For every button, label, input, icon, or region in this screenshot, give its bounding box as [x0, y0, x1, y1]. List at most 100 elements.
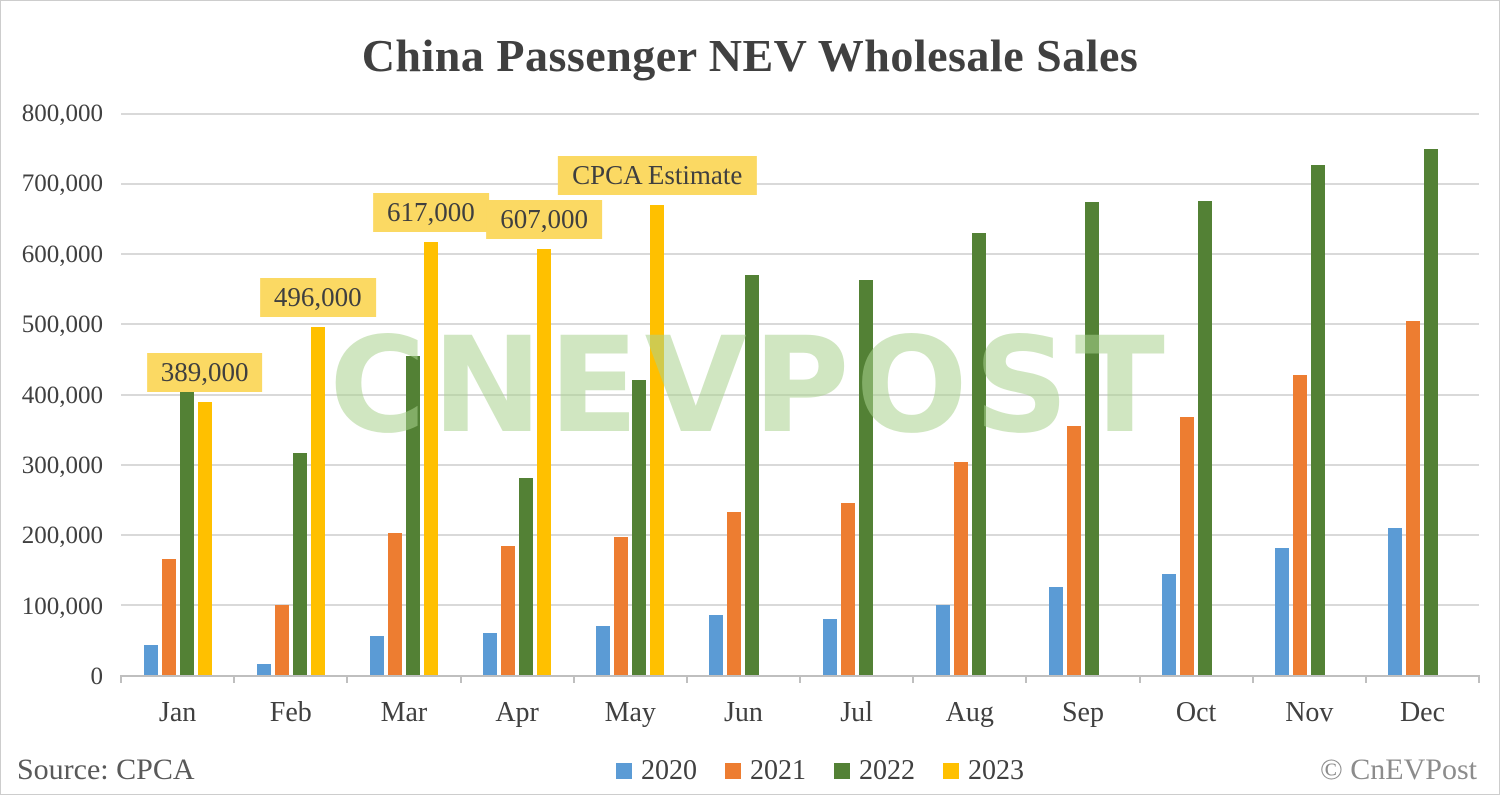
- bar-2022-oct: [1198, 200, 1213, 675]
- annotation-496-000: 496,000: [259, 278, 376, 318]
- bar-group-mar: [347, 114, 460, 675]
- bar-2021-sep: [1066, 426, 1081, 675]
- x-axis-ticks: [120, 114, 1480, 683]
- bar-group-oct: [1140, 114, 1253, 675]
- x-axis-label-mar: Mar: [380, 697, 428, 728]
- bar-group-apr: [461, 114, 574, 675]
- y-axis-label-200000: 200,000: [21, 522, 103, 550]
- x-axis-label-oct: Oct: [1175, 697, 1217, 728]
- annotation-389-000: 389,000: [146, 353, 263, 393]
- annotation-cpca-estimate: CPCA Estimate: [558, 156, 757, 196]
- legend-item-2020: 2020: [616, 755, 697, 787]
- bar-2022-mar: [405, 355, 420, 675]
- legend-swatch-2023: [943, 763, 959, 779]
- x-tick: [912, 675, 915, 683]
- x-axis-label-jul: Jul: [840, 697, 873, 728]
- x-tick: [1138, 675, 1141, 683]
- x-tick: [685, 675, 688, 683]
- x-axis-label-dec: Dec: [1399, 697, 1446, 728]
- bar-2021-oct: [1180, 416, 1195, 675]
- bar-2022-apr: [519, 477, 534, 675]
- bar-2022-jul: [858, 279, 873, 675]
- legend-label-2022: 2022: [859, 755, 915, 786]
- legend-swatch-2022: [834, 763, 850, 779]
- legend: 2020 2021 2022 2023: [616, 755, 1024, 787]
- bar-2020-may: [596, 625, 611, 675]
- bar-2023-jan: [197, 402, 212, 675]
- bar-group-jun: [687, 114, 800, 675]
- legend-item-2022: 2022: [834, 755, 915, 787]
- x-axis-label-feb: Feb: [269, 697, 312, 728]
- y-axis-label-100000: 100,000: [21, 592, 103, 620]
- x-tick: [120, 675, 122, 683]
- legend-swatch-2021: [725, 763, 741, 779]
- bar-group-nov: [1253, 114, 1366, 675]
- x-tick: [346, 675, 349, 683]
- x-axis-label-nov: Nov: [1285, 697, 1334, 728]
- legend-label-2023: 2023: [968, 755, 1024, 786]
- bar-2021-mar: [387, 533, 402, 675]
- bar-2021-jul: [840, 502, 855, 675]
- bar-2022-nov: [1311, 164, 1326, 675]
- x-axis-label-jun: Jun: [723, 697, 763, 728]
- bar-2021-aug: [953, 461, 968, 675]
- bar-2022-sep: [1084, 201, 1099, 675]
- bar-2020-aug: [935, 604, 950, 675]
- annotation-617-000: 617,000: [373, 193, 489, 233]
- y-axis-labels: 0 100,000 200,000 300,000 400,000 500,000 600,…: [1, 100, 103, 690]
- gridlines: [121, 113, 1479, 675]
- gridline-100000: [121, 603, 1479, 606]
- bar-2022-feb: [292, 452, 307, 675]
- gridline-500000: [121, 323, 1479, 326]
- bar-2023-feb: [310, 327, 325, 675]
- bar-group-aug: [913, 114, 1026, 675]
- bar-2022-jun: [745, 274, 760, 675]
- bar-2021-apr: [501, 545, 516, 675]
- gridline-200000: [121, 533, 1479, 536]
- legend-item-2023: 2023: [943, 755, 1024, 787]
- x-tick: [572, 675, 575, 683]
- bar-2022-aug: [971, 233, 986, 675]
- bar-2020-mar: [369, 635, 384, 675]
- legend-label-2021: 2021: [750, 755, 806, 786]
- y-axis-label-700000: 700,000: [21, 170, 103, 198]
- bar-2020-oct: [1162, 574, 1177, 675]
- bar-2020-feb: [256, 664, 271, 675]
- bar-group-jan: [121, 114, 234, 675]
- y-axis-label-500000: 500,000: [21, 311, 103, 339]
- bar-2022-dec: [1424, 149, 1439, 675]
- gridline-600000: [121, 253, 1479, 256]
- gridline-800000: [121, 113, 1479, 115]
- x-axis-label-apr: Apr: [495, 697, 539, 728]
- bar-2021-dec: [1406, 320, 1421, 675]
- y-axis-label-400000: 400,000: [21, 381, 103, 409]
- y-axis-label-600000: 600,000: [21, 240, 103, 268]
- bar-2023-apr: [537, 249, 552, 675]
- bar-2021-may: [614, 536, 629, 675]
- bar-2021-feb: [274, 604, 289, 675]
- legend-item-2021: 2021: [725, 755, 806, 787]
- x-tick: [1025, 675, 1028, 683]
- bar-2020-jul: [822, 618, 837, 675]
- legend-label-2020: 2020: [641, 755, 697, 786]
- bar-2023-may: [650, 205, 665, 675]
- gridline-300000: [121, 463, 1479, 466]
- bar-2020-sep: [1048, 587, 1063, 675]
- bar-group-sep: [1026, 114, 1139, 675]
- bar-2020-dec: [1388, 527, 1403, 675]
- chart-title: China Passenger NEV Wholesale Sales: [361, 30, 1139, 81]
- legend-swatch-2020: [616, 763, 632, 779]
- x-axis-label-aug: Aug: [945, 697, 994, 728]
- x-axis-labels: Jan Feb Mar Apr May Jun Jul Aug Sep Oct Nov Dec: [121, 697, 1479, 729]
- plot-area: 389,000 496,000 617,000 607,000 CPCA Estimat…: [120, 113, 1480, 683]
- bar-2020-apr: [483, 632, 498, 675]
- bar-2020-jan: [143, 644, 158, 675]
- x-tick: [233, 675, 236, 683]
- x-tick: [799, 675, 801, 683]
- x-tick: [1251, 675, 1254, 683]
- bar-2021-jan: [161, 559, 176, 675]
- bar-group-feb: [234, 114, 347, 675]
- copyright-label: © CnEVPost: [1320, 753, 1477, 786]
- x-tick: [1364, 675, 1367, 683]
